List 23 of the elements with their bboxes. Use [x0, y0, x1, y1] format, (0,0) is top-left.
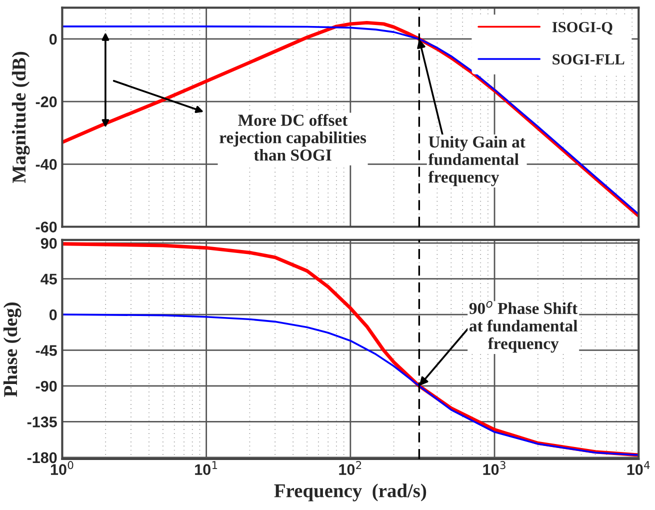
- legend-label: ISOGI-Q: [552, 22, 612, 35]
- y-tick-label: 45: [40, 274, 57, 284]
- y-tick-label: 0: [49, 34, 57, 45]
- y-tick-label: 0: [49, 309, 57, 320]
- y-tick-label: -135: [27, 416, 57, 428]
- y-tick-label: 90: [40, 238, 57, 249]
- annotation: More DC offset rejection capabilities than SOGI: [220, 114, 366, 161]
- x-tick-label: 10$^{4}$: [627, 461, 650, 475]
- y-tick-label: -45: [36, 345, 57, 356]
- y-tick-label: -20: [36, 96, 57, 108]
- y-tick-label: -60: [36, 222, 57, 232]
- x-tick-label: 10$^{2}$: [339, 461, 362, 475]
- y-tick-label: -40: [36, 159, 57, 170]
- legend-label: SOGI-FLL: [552, 54, 624, 65]
- y-tick-label: -90: [36, 380, 57, 392]
- y-axis-title: Magnitude (dB): [12, 52, 30, 184]
- y-axis-title: Phase (deg): [3, 302, 22, 397]
- annotation: 90$^{o}$ Phase Shift at fundamental frequency: [469, 300, 578, 353]
- x-axis-title: Frequency (rad/s): [274, 484, 426, 502]
- x-tick-label: 10$^{3}$: [483, 461, 506, 475]
- x-tick-label: 10$^{1}$: [195, 461, 218, 475]
- annotation: Unity Gain at fundamental frequency: [428, 136, 526, 186]
- y-tick-label: -180: [27, 452, 57, 464]
